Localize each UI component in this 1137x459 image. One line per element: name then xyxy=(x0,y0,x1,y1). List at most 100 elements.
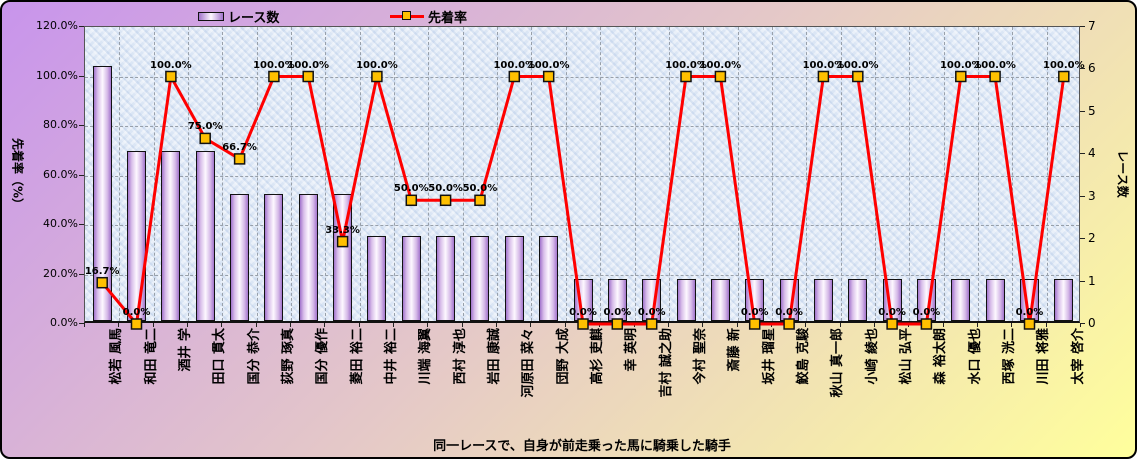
point-data-label: 100.0% xyxy=(150,59,192,71)
tick-mark xyxy=(1011,323,1013,327)
point-data-label: 50.0% xyxy=(428,183,463,195)
h-gridline xyxy=(85,76,1079,78)
tick-mark xyxy=(667,323,669,327)
x-axis-label-slot: 酒井 学 xyxy=(153,328,193,428)
tick-mark xyxy=(1080,323,1085,324)
line-marker xyxy=(645,318,658,330)
v-gridline xyxy=(600,27,602,321)
point-data-label: 0.0% xyxy=(775,307,803,318)
legend-label-finish-rate: 先着率 xyxy=(428,10,468,26)
tick-mark xyxy=(118,323,120,327)
point-data-label: 0.0% xyxy=(740,307,769,318)
bar xyxy=(436,236,456,321)
bar xyxy=(951,278,971,321)
tick-mark xyxy=(79,224,84,225)
tick-mark xyxy=(873,323,875,327)
bar xyxy=(367,236,387,321)
point-data-label: 100.0% xyxy=(253,59,295,71)
bar xyxy=(985,278,1005,321)
x-axis-label-slot: 吉村 誠之助 xyxy=(634,328,674,428)
point-data-label: 50.0% xyxy=(462,183,498,195)
line-marker xyxy=(680,70,692,83)
point-data-label: 100.0% xyxy=(527,59,570,71)
x-axis-label-slot: 幸 英明 xyxy=(599,328,639,428)
line-marker xyxy=(1023,318,1036,330)
y-axis-tick-label-right: 6 xyxy=(1088,61,1096,76)
x-axis-label-slot: 国分 恭介 xyxy=(221,328,262,428)
v-gridline xyxy=(771,27,773,321)
bar xyxy=(195,151,215,321)
point-data-label: 100.0% xyxy=(665,59,707,71)
bar xyxy=(813,278,833,321)
x-axis-label-slot: 中井 裕二 xyxy=(359,328,399,428)
bar xyxy=(1054,278,1074,321)
bar xyxy=(298,193,318,321)
x-axis-category-label: 太宰 啓介 xyxy=(1070,328,1086,385)
x-axis-labels: 松若 風馬 和田 竜二 酒井 学田口 貫太 国分 恭介 荻野 琢真 国分 優作 菱田 裕二中… xyxy=(84,328,1086,428)
tick-mark xyxy=(1080,323,1081,327)
tick-mark xyxy=(79,75,84,77)
h-gridline xyxy=(85,225,1079,226)
x-axis-label-slot: 水口 優也 xyxy=(943,328,983,428)
v-gridline xyxy=(222,27,224,321)
point-data-label: 100.0% xyxy=(802,59,845,71)
x-axis-label-slot: 菱田 裕二 xyxy=(324,328,365,428)
v-gridline xyxy=(840,27,842,321)
v-gridline xyxy=(977,27,979,321)
tick-mark xyxy=(942,323,944,327)
v-gridline xyxy=(462,27,464,321)
tick-mark xyxy=(1080,26,1085,27)
bar xyxy=(161,151,181,321)
line-marker xyxy=(336,235,349,248)
tick-mark xyxy=(79,26,84,27)
point-data-label: 0.0% xyxy=(912,307,941,318)
tick-mark xyxy=(461,323,463,327)
point-data-label: 0.0% xyxy=(569,307,597,318)
bar xyxy=(710,278,730,321)
y-axis-tick-label-left: 20.0% xyxy=(43,266,78,280)
v-gridline xyxy=(806,27,808,321)
h-gridline xyxy=(85,175,1079,177)
bar xyxy=(92,66,112,321)
line-marker xyxy=(920,318,933,330)
legend-item-race-count: レース数 xyxy=(198,7,279,26)
line-series xyxy=(96,70,1070,330)
tick-mark xyxy=(324,323,326,327)
tick-mark xyxy=(1045,323,1047,327)
x-axis-label-slot: 高杉 吏麒 xyxy=(565,328,605,428)
line-marker xyxy=(1058,70,1070,83)
v-gridline xyxy=(703,27,705,321)
point-data-label: 75.0% xyxy=(187,121,223,133)
tick-mark xyxy=(187,323,189,327)
bar xyxy=(470,236,490,321)
tick-mark xyxy=(805,323,807,327)
x-axis-label-slot: 斎藤 新 xyxy=(702,328,742,428)
line-marker xyxy=(233,153,246,165)
line-marker xyxy=(96,276,108,289)
x-axis-label-slot: 太宰 啓介 xyxy=(1046,328,1086,428)
v-gridline xyxy=(909,27,911,321)
line-marker xyxy=(817,70,830,83)
line-marker xyxy=(748,318,761,330)
line-marker xyxy=(542,70,555,83)
tick-mark xyxy=(79,174,84,176)
tick-mark xyxy=(839,323,841,327)
legend-item-finish-rate: 先着率 xyxy=(390,7,468,26)
v-gridline xyxy=(291,27,293,321)
line-marker xyxy=(165,70,177,83)
x-axis-label-slot: 西村 淳也 xyxy=(427,328,468,428)
tick-mark xyxy=(255,323,257,327)
point-data-label: 66.7% xyxy=(222,141,257,153)
tick-mark xyxy=(1080,280,1085,282)
line-marker xyxy=(199,132,211,145)
point-data-label: 100.0% xyxy=(836,59,879,71)
point-data-label: 100.0% xyxy=(287,59,330,71)
line-marker xyxy=(783,318,795,330)
line-marker xyxy=(371,70,383,83)
line-marker xyxy=(268,70,280,83)
tick-mark xyxy=(702,323,704,327)
v-gridline xyxy=(668,27,670,321)
tick-mark xyxy=(79,323,84,324)
line-marker xyxy=(955,70,967,83)
line-marker xyxy=(474,194,486,207)
